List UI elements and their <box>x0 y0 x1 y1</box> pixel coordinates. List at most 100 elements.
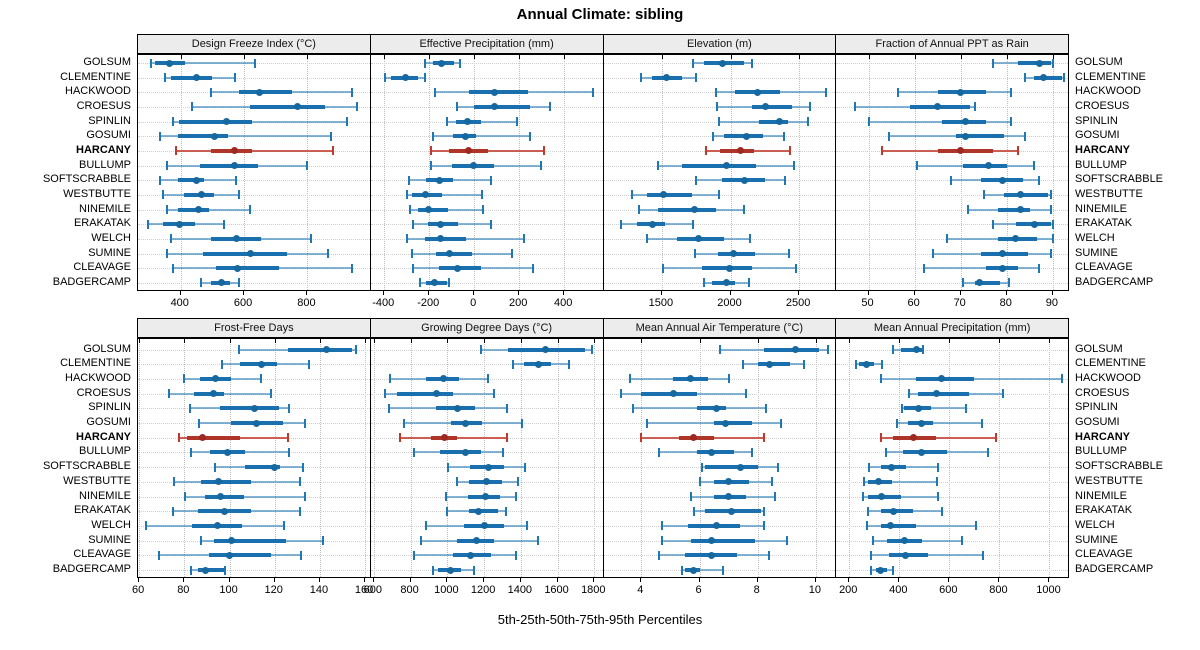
whisker-cap-5th <box>961 278 964 288</box>
whisker-cap-95th <box>792 161 795 171</box>
axis-tick-top <box>799 55 801 59</box>
axis-tick-label: 6 <box>695 584 702 596</box>
whisker-cap-95th <box>1051 58 1054 68</box>
panel-strip: Design Freeze Index (°C) <box>137 34 371 54</box>
site-label-left: SOFTSCRABBLE <box>42 173 131 186</box>
whisker-cap-5th <box>171 263 174 273</box>
median-dot <box>166 59 174 67</box>
median-dot <box>213 522 221 530</box>
axis-tick-top <box>868 55 870 59</box>
bar-25-75 <box>974 280 1000 285</box>
v-gridline <box>365 339 367 577</box>
h-gridline <box>138 282 370 284</box>
axis-tick-label: 1400 <box>507 584 533 596</box>
whisker-cap-5th <box>908 389 911 399</box>
whisker-cap-5th <box>879 433 882 443</box>
whisker-cap-95th <box>762 506 765 516</box>
median-dot <box>913 346 921 353</box>
site-label-left: ERAKATAK <box>73 217 131 230</box>
panel-strip: Effective Precipitation (mm) <box>369 34 604 54</box>
v-gridline <box>373 339 375 577</box>
whisker-cap-5th <box>190 565 193 575</box>
median-dot <box>902 551 910 559</box>
whisker-cap-5th <box>158 175 161 185</box>
site-label-right: NINEMILE <box>1075 489 1127 502</box>
median-dot <box>250 404 258 412</box>
median-dot <box>461 132 469 140</box>
whisker-cap-95th <box>1033 161 1036 171</box>
whisker-cap-5th <box>868 462 871 472</box>
whisker-cap-5th <box>384 73 387 83</box>
axis-tick <box>228 578 230 582</box>
whisker-cap-95th <box>506 403 509 413</box>
panel-plot <box>835 338 1069 578</box>
h-gridline <box>138 224 370 226</box>
whisker-5-95 <box>864 480 937 483</box>
median-dot <box>175 220 183 228</box>
median-dot <box>465 147 473 155</box>
median-dot <box>462 448 470 456</box>
median-dot <box>934 103 942 111</box>
whisker-cap-95th <box>472 565 475 575</box>
whisker-cap-5th <box>446 117 449 127</box>
median-dot <box>690 434 698 442</box>
whisker-cap-5th <box>512 359 515 369</box>
whisker-cap-95th <box>548 102 551 112</box>
axis-tick <box>183 578 185 582</box>
whisker-cap-95th <box>481 190 484 200</box>
axis-tick-top <box>757 339 759 343</box>
axis-tick-label: 1000 <box>434 584 459 596</box>
whisker-cap-5th <box>175 146 177 156</box>
bar-25-75 <box>186 435 240 440</box>
whisker-cap-95th <box>490 175 493 185</box>
whisker-cap-5th <box>701 462 704 472</box>
site-label-right: BULLUMP <box>1075 158 1127 171</box>
whisker-cap-5th <box>190 102 193 112</box>
whisker-cap-95th <box>717 190 720 200</box>
axis-tick-label: 400 <box>553 297 573 309</box>
v-gridline <box>868 55 870 290</box>
whisker-cap-95th <box>771 477 774 487</box>
v-gridline <box>999 339 1001 577</box>
h-gridline <box>370 194 603 196</box>
bar-25-75 <box>199 163 259 168</box>
site-label-right: HACKWOOD <box>1075 85 1141 98</box>
axis-tick-top <box>557 339 559 343</box>
axis-tick-top <box>484 339 486 343</box>
whisker-cap-5th <box>413 447 416 457</box>
site-label-left: SPINLIN <box>88 401 131 414</box>
whisker-cap-95th <box>524 462 527 472</box>
median-dot <box>198 434 206 442</box>
whisker-cap-5th <box>431 131 434 141</box>
whisker-cap-5th <box>950 175 953 185</box>
median-dot <box>889 507 897 515</box>
axis-tick-label: 90 <box>1045 297 1058 309</box>
axis-tick-label: 50 <box>861 297 874 309</box>
whisker-5-95 <box>880 436 996 439</box>
whisker-cap-95th <box>940 506 943 516</box>
whisker-5-95 <box>682 569 723 571</box>
bar-25-75 <box>696 406 726 411</box>
site-label-right: WELCH <box>1075 231 1115 244</box>
panel-strip: Mean Annual Air Temperature (°C) <box>602 318 837 338</box>
whisker-cap-95th <box>751 58 754 68</box>
whisker-cap-5th <box>681 565 684 575</box>
axis-tick <box>446 578 448 582</box>
bar-25-75 <box>681 163 756 168</box>
site-label-left: CLEMENTINE <box>60 357 131 370</box>
site-label-right: WESTBUTTE <box>1075 474 1143 487</box>
axis-tick-top <box>520 339 522 343</box>
whisker-5-95 <box>447 120 517 123</box>
whisker-cap-5th <box>631 403 634 413</box>
median-dot <box>722 279 730 287</box>
whisker-cap-95th <box>493 389 496 399</box>
site-label-left: ERAKATAK <box>73 504 131 517</box>
whisker-cap-5th <box>640 73 643 83</box>
bar-25-75 <box>204 494 245 499</box>
whisker-5-95 <box>172 120 347 123</box>
axis-tick-top <box>641 339 643 343</box>
whisker-cap-5th <box>177 433 180 443</box>
site-label-left: SPINLIN <box>88 114 131 127</box>
axis-tick-top <box>365 339 367 343</box>
